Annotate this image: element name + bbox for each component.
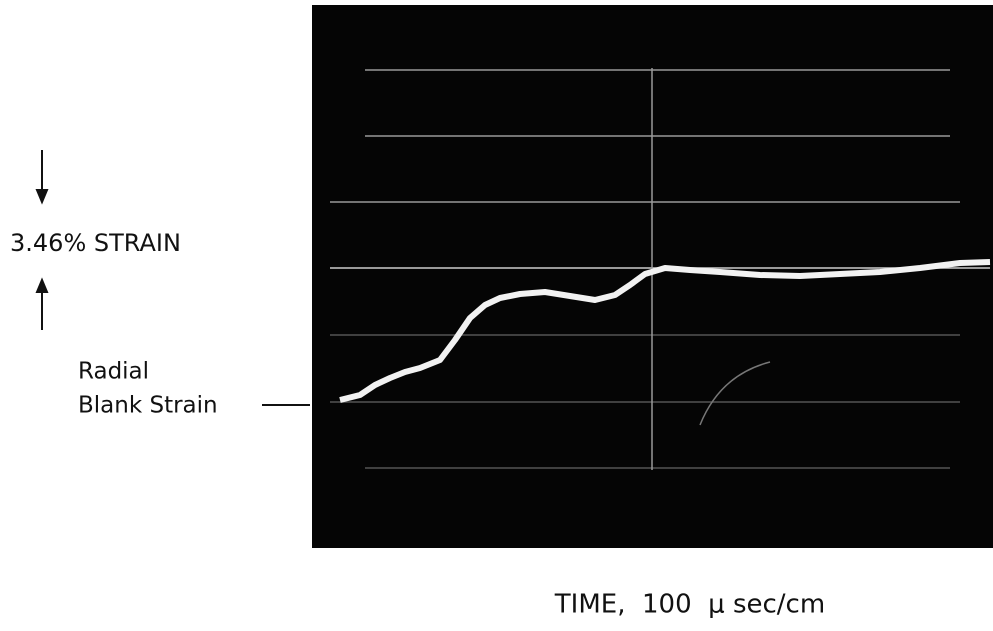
scale-arrows [35,150,310,406]
trace-label: Blank Strain [78,393,218,419]
graticule [330,68,990,470]
strain-scale-label: 3.46% STRAIN [10,229,181,257]
x-axis-label: TIME, 100 μ sec/cm [554,590,825,620]
trace-label: Radial [78,359,149,385]
arrow-head [35,277,49,293]
artifact [699,361,771,426]
arrow-head [35,189,49,205]
trace [339,259,991,403]
